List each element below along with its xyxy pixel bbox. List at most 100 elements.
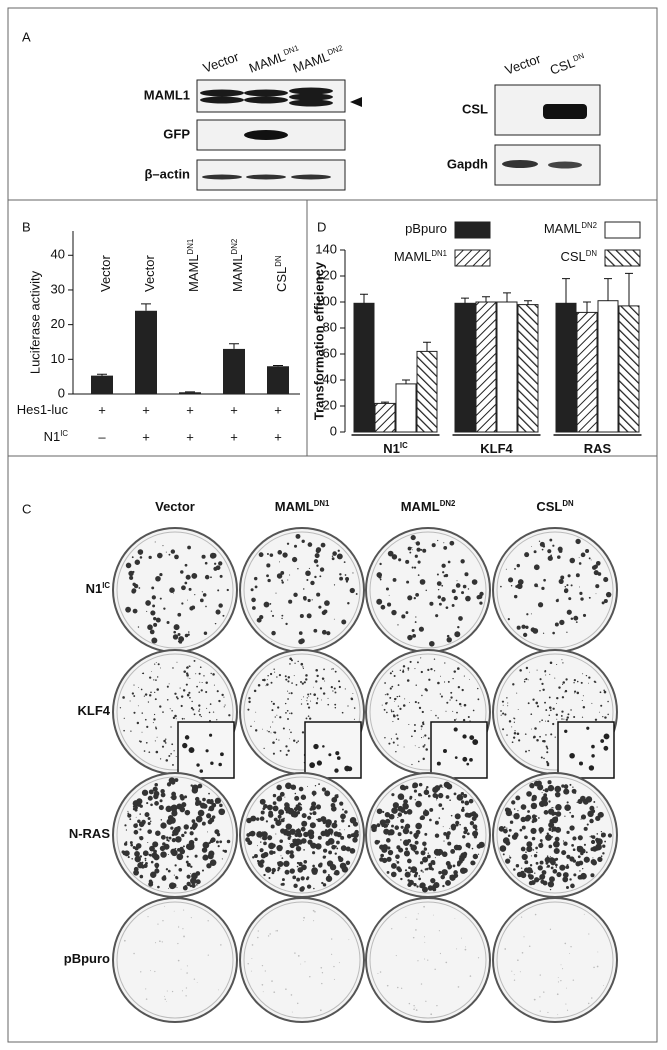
colony <box>564 942 567 945</box>
colony <box>528 880 534 886</box>
colony <box>554 736 556 738</box>
colony <box>577 835 583 841</box>
colony <box>252 606 256 610</box>
colony <box>310 580 315 586</box>
colony <box>159 705 162 708</box>
colony <box>182 742 188 749</box>
colony <box>516 563 521 568</box>
colony <box>562 876 569 883</box>
colony <box>604 716 607 719</box>
colony <box>424 734 427 737</box>
colony <box>347 863 349 865</box>
lane-label-main: Vector <box>503 51 543 78</box>
colony <box>162 545 164 547</box>
colony <box>399 784 406 791</box>
colony <box>538 540 541 542</box>
colony <box>302 667 304 669</box>
colony <box>566 863 569 866</box>
colony <box>533 998 536 1001</box>
colony <box>397 684 400 686</box>
colony <box>333 978 336 981</box>
colony <box>289 729 291 731</box>
colony <box>566 987 568 989</box>
colony <box>284 675 287 678</box>
colony <box>179 794 184 799</box>
colony <box>381 823 385 828</box>
colony <box>402 704 406 707</box>
colony <box>188 747 195 753</box>
colony <box>294 952 296 954</box>
colony <box>142 850 149 857</box>
colony <box>590 997 593 999</box>
column-header: MAMLDN2 <box>401 499 456 515</box>
colony <box>569 811 571 814</box>
colony <box>424 941 426 943</box>
colony <box>558 578 564 584</box>
colony <box>308 717 312 720</box>
colony <box>595 843 602 851</box>
colony <box>449 827 451 829</box>
colony <box>158 805 164 811</box>
colony <box>300 838 307 844</box>
colony <box>289 574 291 576</box>
error-bar <box>141 303 151 311</box>
colony <box>524 860 529 865</box>
condition-value: + <box>186 429 194 444</box>
colony <box>411 628 415 632</box>
colony <box>582 613 587 617</box>
colony <box>163 739 166 743</box>
condition-label: Hes1-luc <box>17 402 69 417</box>
colony <box>336 840 340 845</box>
colony <box>314 910 316 913</box>
colony <box>467 715 470 719</box>
colony <box>186 965 188 967</box>
colony <box>414 724 416 726</box>
colony <box>564 586 567 588</box>
colony <box>139 804 143 808</box>
x-tick-label-main: KLF4 <box>480 441 513 456</box>
colony <box>161 745 165 748</box>
colony <box>154 868 160 874</box>
colony <box>469 757 473 762</box>
colony <box>595 584 600 589</box>
colony <box>548 800 551 803</box>
colony <box>272 805 279 812</box>
colony <box>415 541 421 546</box>
colony <box>387 823 390 826</box>
colony <box>159 572 163 577</box>
colony <box>443 840 445 842</box>
colony <box>561 659 563 661</box>
colony <box>412 549 414 551</box>
colony <box>335 751 340 756</box>
colony <box>550 866 554 870</box>
colony <box>429 640 435 647</box>
colony <box>313 628 318 633</box>
colony <box>150 803 153 807</box>
colony <box>453 670 457 673</box>
colony <box>262 991 264 993</box>
colony <box>398 695 401 698</box>
colony <box>443 546 448 550</box>
colony <box>207 920 209 922</box>
colony <box>509 820 514 824</box>
colony <box>278 809 285 816</box>
colony <box>455 583 461 588</box>
colony <box>417 913 419 915</box>
colony <box>281 878 285 882</box>
colony <box>187 694 189 696</box>
colony <box>165 551 167 553</box>
plate-rim <box>116 776 234 894</box>
colony <box>414 700 417 704</box>
colony <box>414 745 416 747</box>
colony <box>328 850 333 855</box>
colony <box>316 760 323 766</box>
colony <box>580 851 584 856</box>
colony <box>202 854 209 861</box>
colony <box>297 568 299 570</box>
colony <box>125 606 132 613</box>
colony <box>424 688 428 691</box>
colony <box>530 827 537 834</box>
colony <box>513 721 515 723</box>
colony <box>414 554 418 558</box>
colony <box>157 663 160 666</box>
